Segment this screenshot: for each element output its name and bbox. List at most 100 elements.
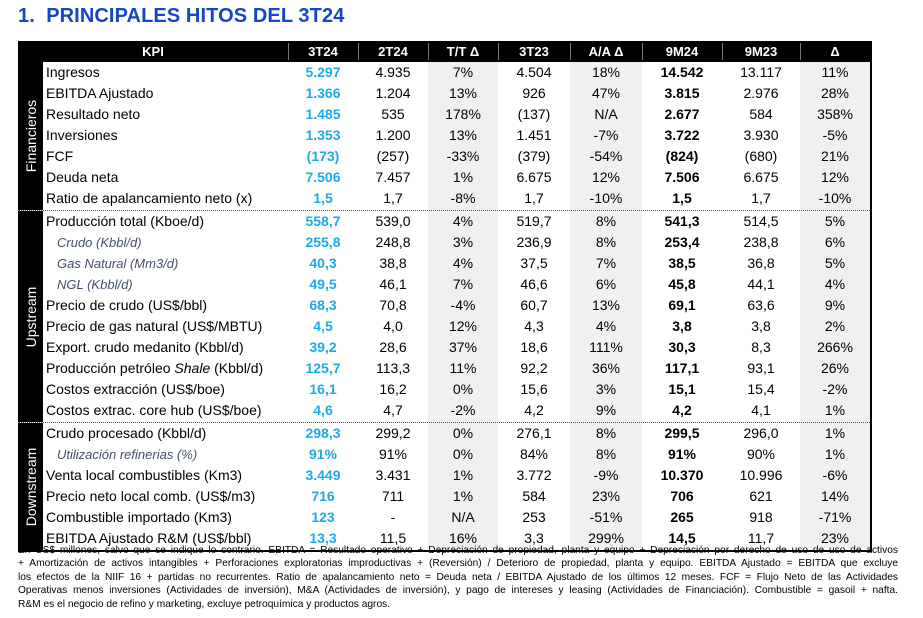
- row-label: Resultado neto: [46, 106, 141, 122]
- table-row: EBITDA Ajustado R&M (US$/bbl) 13,3 11,5 16%…: [43, 528, 902, 549]
- cell-2t24: 16,2: [379, 381, 407, 397]
- row-label: Deuda neta: [46, 169, 119, 185]
- cell-t-t: 4%: [452, 213, 474, 229]
- cell-: 12%: [820, 169, 850, 185]
- cell-3t23: 519,7: [516, 213, 552, 229]
- row-label: Producción total (Kboe/d): [46, 213, 204, 229]
- cell-2t24: 4.935: [375, 64, 411, 80]
- cell-t-t: 7%: [452, 276, 474, 292]
- cell-3t23: 4.504: [516, 64, 552, 80]
- cell-3t23: 4,3: [524, 318, 544, 334]
- delta-column-shade: [570, 62, 642, 548]
- cell-: 1%: [824, 425, 846, 441]
- column-header: 9M23: [744, 44, 778, 59]
- row-label: Producción petróleo Shale (Kbbl/d): [46, 358, 263, 379]
- cell-2t24: 38,8: [379, 255, 407, 271]
- delta-column-shade: [800, 62, 870, 548]
- column-header: T/T Δ: [446, 44, 480, 59]
- cell-9m23: 514,5: [743, 213, 779, 229]
- cell-3t24: 1.485: [305, 106, 341, 122]
- column-header: Δ: [830, 44, 840, 59]
- table-bottom-border: [18, 550, 872, 552]
- cell-9m23: 36,8: [747, 255, 775, 271]
- cell-2t24: 711: [381, 488, 405, 504]
- footnote-line: En US$ millones, salvo que se indique lo…: [18, 545, 898, 556]
- cell-9m24: 14,5: [668, 530, 696, 546]
- cell-: 5%: [824, 255, 846, 271]
- cell-t-t: 0%: [452, 446, 474, 462]
- footnote-line: Operativas menos inversiones (Actividade…: [18, 585, 898, 597]
- cell-a-a: 7%: [595, 255, 617, 271]
- cell-t-t: -8%: [450, 190, 476, 206]
- cell-a-a: 299%: [588, 530, 624, 546]
- cell-t-t: 16%: [448, 530, 478, 546]
- table-row: Precio de gas natural (US$/MBTU) 4,5 4,0 12…: [43, 316, 902, 337]
- cell-3t23: 60,7: [520, 297, 548, 313]
- cell-3t24: 123: [311, 509, 335, 525]
- cell-3t24: 3.449: [305, 467, 341, 483]
- cell-9m24: 4,2: [672, 402, 692, 418]
- header-separator: [288, 43, 289, 60]
- section-divider: [18, 210, 870, 211]
- header-separator: [358, 43, 359, 60]
- cell-t-t: 3%: [452, 234, 474, 250]
- cell-9m24: 541,3: [664, 213, 700, 229]
- cell-9m23: 918: [749, 509, 773, 525]
- cell-t-t: 4%: [452, 255, 474, 271]
- cell-9m24: 38,5: [668, 255, 696, 271]
- cell-9m24: 69,1: [668, 297, 696, 313]
- cell-2t24: 113,3: [376, 360, 410, 376]
- cell-3t24: (173): [306, 148, 340, 164]
- cell-a-a: 3%: [595, 381, 617, 397]
- cell-3t24: 125,7: [305, 360, 341, 376]
- row-label: Costos extracción (US$/boe): [46, 381, 225, 397]
- cell-t-t: 1%: [452, 488, 474, 504]
- cell-3t23: 84%: [519, 446, 549, 462]
- cell-2t24: 28,6: [379, 339, 407, 355]
- cell-2t24: 4,7: [383, 402, 403, 418]
- cell-9m24: 2.677: [664, 106, 700, 122]
- section-label-text: Downstream: [22, 447, 39, 527]
- cell-9m24: 14.542: [660, 64, 704, 80]
- delta-column-shade: [428, 62, 498, 548]
- cell-a-a: -10%: [589, 190, 623, 206]
- cell-a-a: -54%: [589, 148, 623, 164]
- cell-3t23: 6.675: [516, 169, 552, 185]
- cell-3t24: 716: [311, 488, 335, 504]
- table-row: Producción petróleo Shale (Kbbl/d) 125,7 1…: [43, 358, 902, 379]
- cell-2t24: 299,2: [375, 425, 411, 441]
- cell-9m23: 11,7: [747, 530, 775, 546]
- row-label: EBITDA Ajustado R&M (US$/bbl): [46, 530, 252, 546]
- row-label: Inversiones: [46, 127, 118, 143]
- cell-2t24: 539,0: [375, 213, 411, 229]
- cell-: 1%: [824, 402, 846, 418]
- cell-: 23%: [820, 530, 850, 546]
- cell-t-t: 11%: [449, 360, 477, 376]
- cell-9m24: 3.815: [664, 85, 700, 101]
- table-row: Producción total (Kboe/d) 558,7 539,0 4% 519…: [43, 211, 902, 232]
- cell-a-a: 23%: [591, 488, 621, 504]
- cell-3t23: 4,2: [524, 402, 544, 418]
- cell-2t24: -: [390, 509, 396, 525]
- table-right-border: [870, 41, 872, 551]
- cell-3t24: 558,7: [305, 213, 341, 229]
- row-label: Ratio de apalancamiento neto (x): [46, 190, 253, 206]
- table-row: Costos extrac. core hub (US$/boe) 4,6 4,7 -…: [43, 400, 902, 421]
- cell-a-a: 111%: [589, 339, 623, 355]
- cell-9m23: (680): [744, 148, 778, 164]
- footnote-line: los efectos de la NIIF 16 + partidas no …: [18, 571, 898, 583]
- cell-: 2%: [824, 318, 846, 334]
- cell-9m24: 117,1: [664, 360, 700, 376]
- table-row: EBITDA Ajustado 1.366 1.204 13% 926 47% 3.815 2…: [43, 83, 902, 104]
- row-label: Precio neto local comb. (US$/m3): [46, 488, 256, 504]
- cell-9m23: 8,3: [751, 339, 771, 355]
- header-separator: [428, 43, 429, 60]
- cell-: 9%: [824, 297, 846, 313]
- cell-9m24: 3.722: [664, 127, 700, 143]
- cell-9m23: 13.117: [740, 64, 782, 80]
- section-label-text: Upstream: [22, 286, 39, 347]
- header-separator: [642, 43, 643, 60]
- cell-: -2%: [822, 381, 848, 397]
- cell-9m24: (824): [665, 148, 699, 164]
- cell-a-a: 8%: [595, 213, 617, 229]
